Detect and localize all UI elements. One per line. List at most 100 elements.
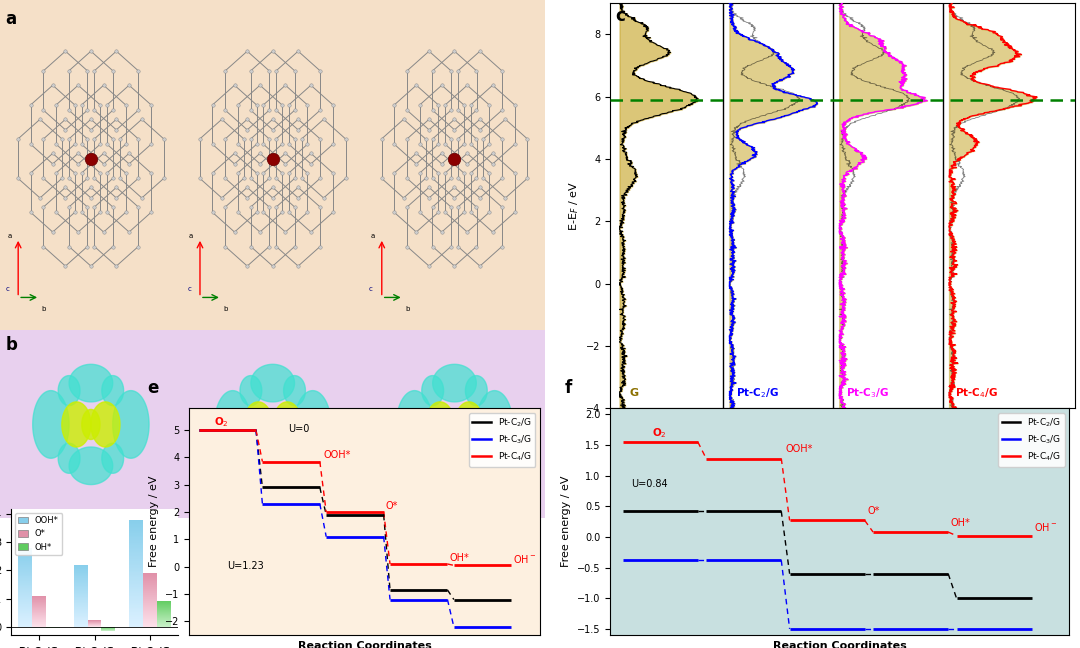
- Bar: [144, 616, 158, 617]
- Bar: [144, 588, 158, 589]
- Bar: [144, 585, 158, 586]
- Bar: [144, 613, 158, 614]
- Bar: [73, 609, 87, 610]
- Bar: [130, 520, 144, 521]
- Bar: [130, 599, 144, 600]
- Bar: [73, 613, 87, 614]
- Polygon shape: [244, 402, 272, 447]
- Bar: [144, 584, 158, 585]
- Bar: [144, 576, 158, 577]
- Bar: [130, 538, 144, 540]
- Bar: [130, 601, 144, 603]
- Bar: [17, 557, 31, 558]
- Bar: [144, 621, 158, 622]
- Text: a: a: [370, 233, 375, 239]
- Bar: [17, 600, 31, 601]
- Bar: [130, 596, 144, 597]
- Text: O*: O*: [867, 506, 879, 516]
- Text: a: a: [8, 233, 12, 239]
- Text: OH$^-$: OH$^-$: [513, 553, 537, 564]
- Polygon shape: [422, 443, 444, 473]
- Text: O$_2$: O$_2$: [214, 415, 228, 429]
- Bar: [73, 570, 87, 571]
- Bar: [144, 600, 158, 601]
- Bar: [73, 621, 87, 622]
- Bar: [17, 611, 31, 612]
- Bar: [17, 571, 31, 572]
- Text: c: c: [187, 286, 191, 292]
- Bar: [73, 584, 87, 585]
- Polygon shape: [112, 391, 149, 458]
- Bar: [73, 593, 87, 594]
- Bar: [130, 536, 144, 537]
- Text: O$_2$: O$_2$: [652, 426, 666, 439]
- Bar: [130, 562, 144, 564]
- Bar: [17, 560, 31, 561]
- Bar: [144, 603, 158, 604]
- Bar: [130, 535, 144, 536]
- Bar: [130, 604, 144, 605]
- Bar: [73, 600, 87, 601]
- Polygon shape: [69, 447, 112, 485]
- Text: OOH*: OOH*: [785, 445, 813, 454]
- Bar: [73, 606, 87, 607]
- Bar: [144, 618, 158, 619]
- Bar: [144, 624, 158, 625]
- Bar: [130, 547, 144, 548]
- Bar: [130, 548, 144, 550]
- Bar: [73, 617, 87, 618]
- Bar: [73, 619, 87, 620]
- Bar: [73, 611, 87, 612]
- Bar: [130, 586, 144, 588]
- Text: b: b: [405, 306, 409, 312]
- Bar: [130, 544, 144, 545]
- Polygon shape: [102, 376, 123, 406]
- Bar: [144, 625, 158, 626]
- Bar: [73, 592, 87, 593]
- Bar: [130, 616, 144, 618]
- Bar: [17, 548, 31, 549]
- Bar: [144, 606, 158, 607]
- Text: OH$^-$: OH$^-$: [1035, 521, 1057, 533]
- Bar: [130, 527, 144, 528]
- Bar: [144, 581, 158, 582]
- Bar: [130, 571, 144, 572]
- Bar: [130, 624, 144, 625]
- Bar: [144, 598, 158, 599]
- Bar: [130, 542, 144, 544]
- Bar: [144, 589, 158, 590]
- Bar: [17, 585, 31, 586]
- Bar: [17, 613, 31, 614]
- Bar: [17, 554, 31, 555]
- Bar: [144, 590, 158, 591]
- Bar: [17, 584, 31, 585]
- Bar: [17, 608, 31, 609]
- Polygon shape: [58, 376, 80, 406]
- Bar: [144, 596, 158, 597]
- Text: e: e: [147, 379, 159, 397]
- Bar: [73, 583, 87, 584]
- Text: a: a: [5, 10, 16, 28]
- Polygon shape: [264, 410, 282, 439]
- Bar: [130, 564, 144, 565]
- Polygon shape: [396, 391, 433, 458]
- Text: U=0: U=0: [288, 424, 309, 434]
- Polygon shape: [445, 410, 463, 439]
- Bar: [130, 532, 144, 533]
- Bar: [144, 609, 158, 610]
- Bar: [130, 557, 144, 559]
- Bar: [144, 605, 158, 606]
- Bar: [130, 618, 144, 619]
- Bar: [130, 521, 144, 522]
- Bar: [130, 625, 144, 627]
- Bar: [130, 614, 144, 616]
- Bar: [144, 593, 158, 594]
- Bar: [144, 610, 158, 611]
- Bar: [73, 624, 87, 625]
- Bar: [130, 561, 144, 562]
- Bar: [130, 607, 144, 608]
- Polygon shape: [295, 391, 330, 458]
- Text: b: b: [224, 306, 228, 312]
- Bar: [144, 592, 158, 593]
- Bar: [73, 571, 87, 572]
